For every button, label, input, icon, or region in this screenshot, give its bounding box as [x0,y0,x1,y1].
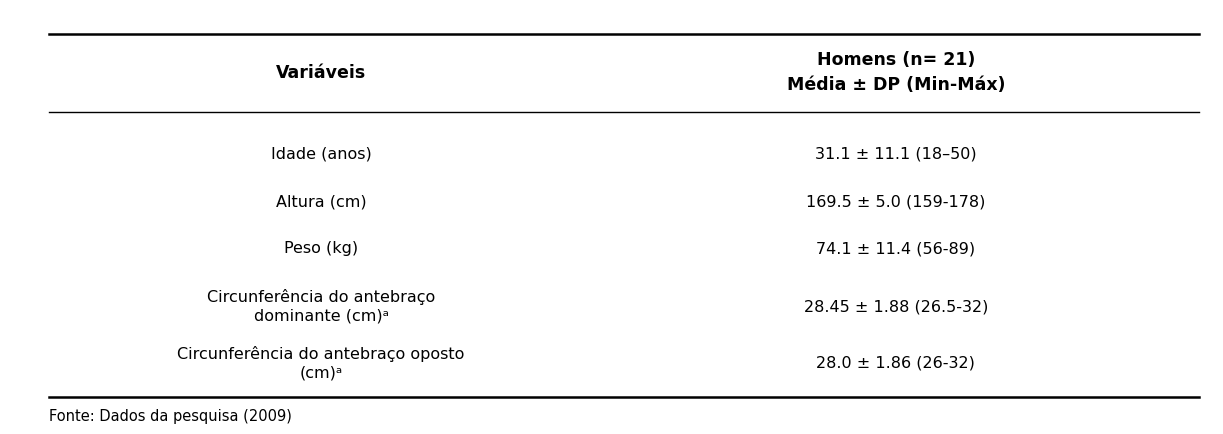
Text: 28.45 ± 1.88 (26.5-32): 28.45 ± 1.88 (26.5-32) [804,299,988,313]
Text: Fonte: Dados da pesquisa (2009): Fonte: Dados da pesquisa (2009) [49,408,292,423]
Text: Circunferência do antebraço
dominante (cm)ᵃ: Circunferência do antebraço dominante (c… [207,289,435,323]
Text: Altura (cm): Altura (cm) [275,194,367,209]
Text: Peso (kg): Peso (kg) [284,241,358,256]
Text: 74.1 ± 11.4 (56-89): 74.1 ± 11.4 (56-89) [816,241,976,256]
Text: 169.5 ± 5.0 (159-178): 169.5 ± 5.0 (159-178) [806,194,986,209]
Text: Homens (n= 21)
Média ± DP (Min-Máx): Homens (n= 21) Média ± DP (Min-Máx) [786,51,1005,94]
Text: Circunferência do antebraço oposto
(cm)ᵃ: Circunferência do antebraço oposto (cm)ᵃ [177,345,465,380]
Text: Variáveis: Variáveis [276,63,366,82]
Text: 28.0 ± 1.86 (26-32): 28.0 ± 1.86 (26-32) [817,355,975,370]
Text: Idade (anos): Idade (anos) [270,147,372,161]
Text: 31.1 ± 11.1 (18–50): 31.1 ± 11.1 (18–50) [815,147,977,161]
